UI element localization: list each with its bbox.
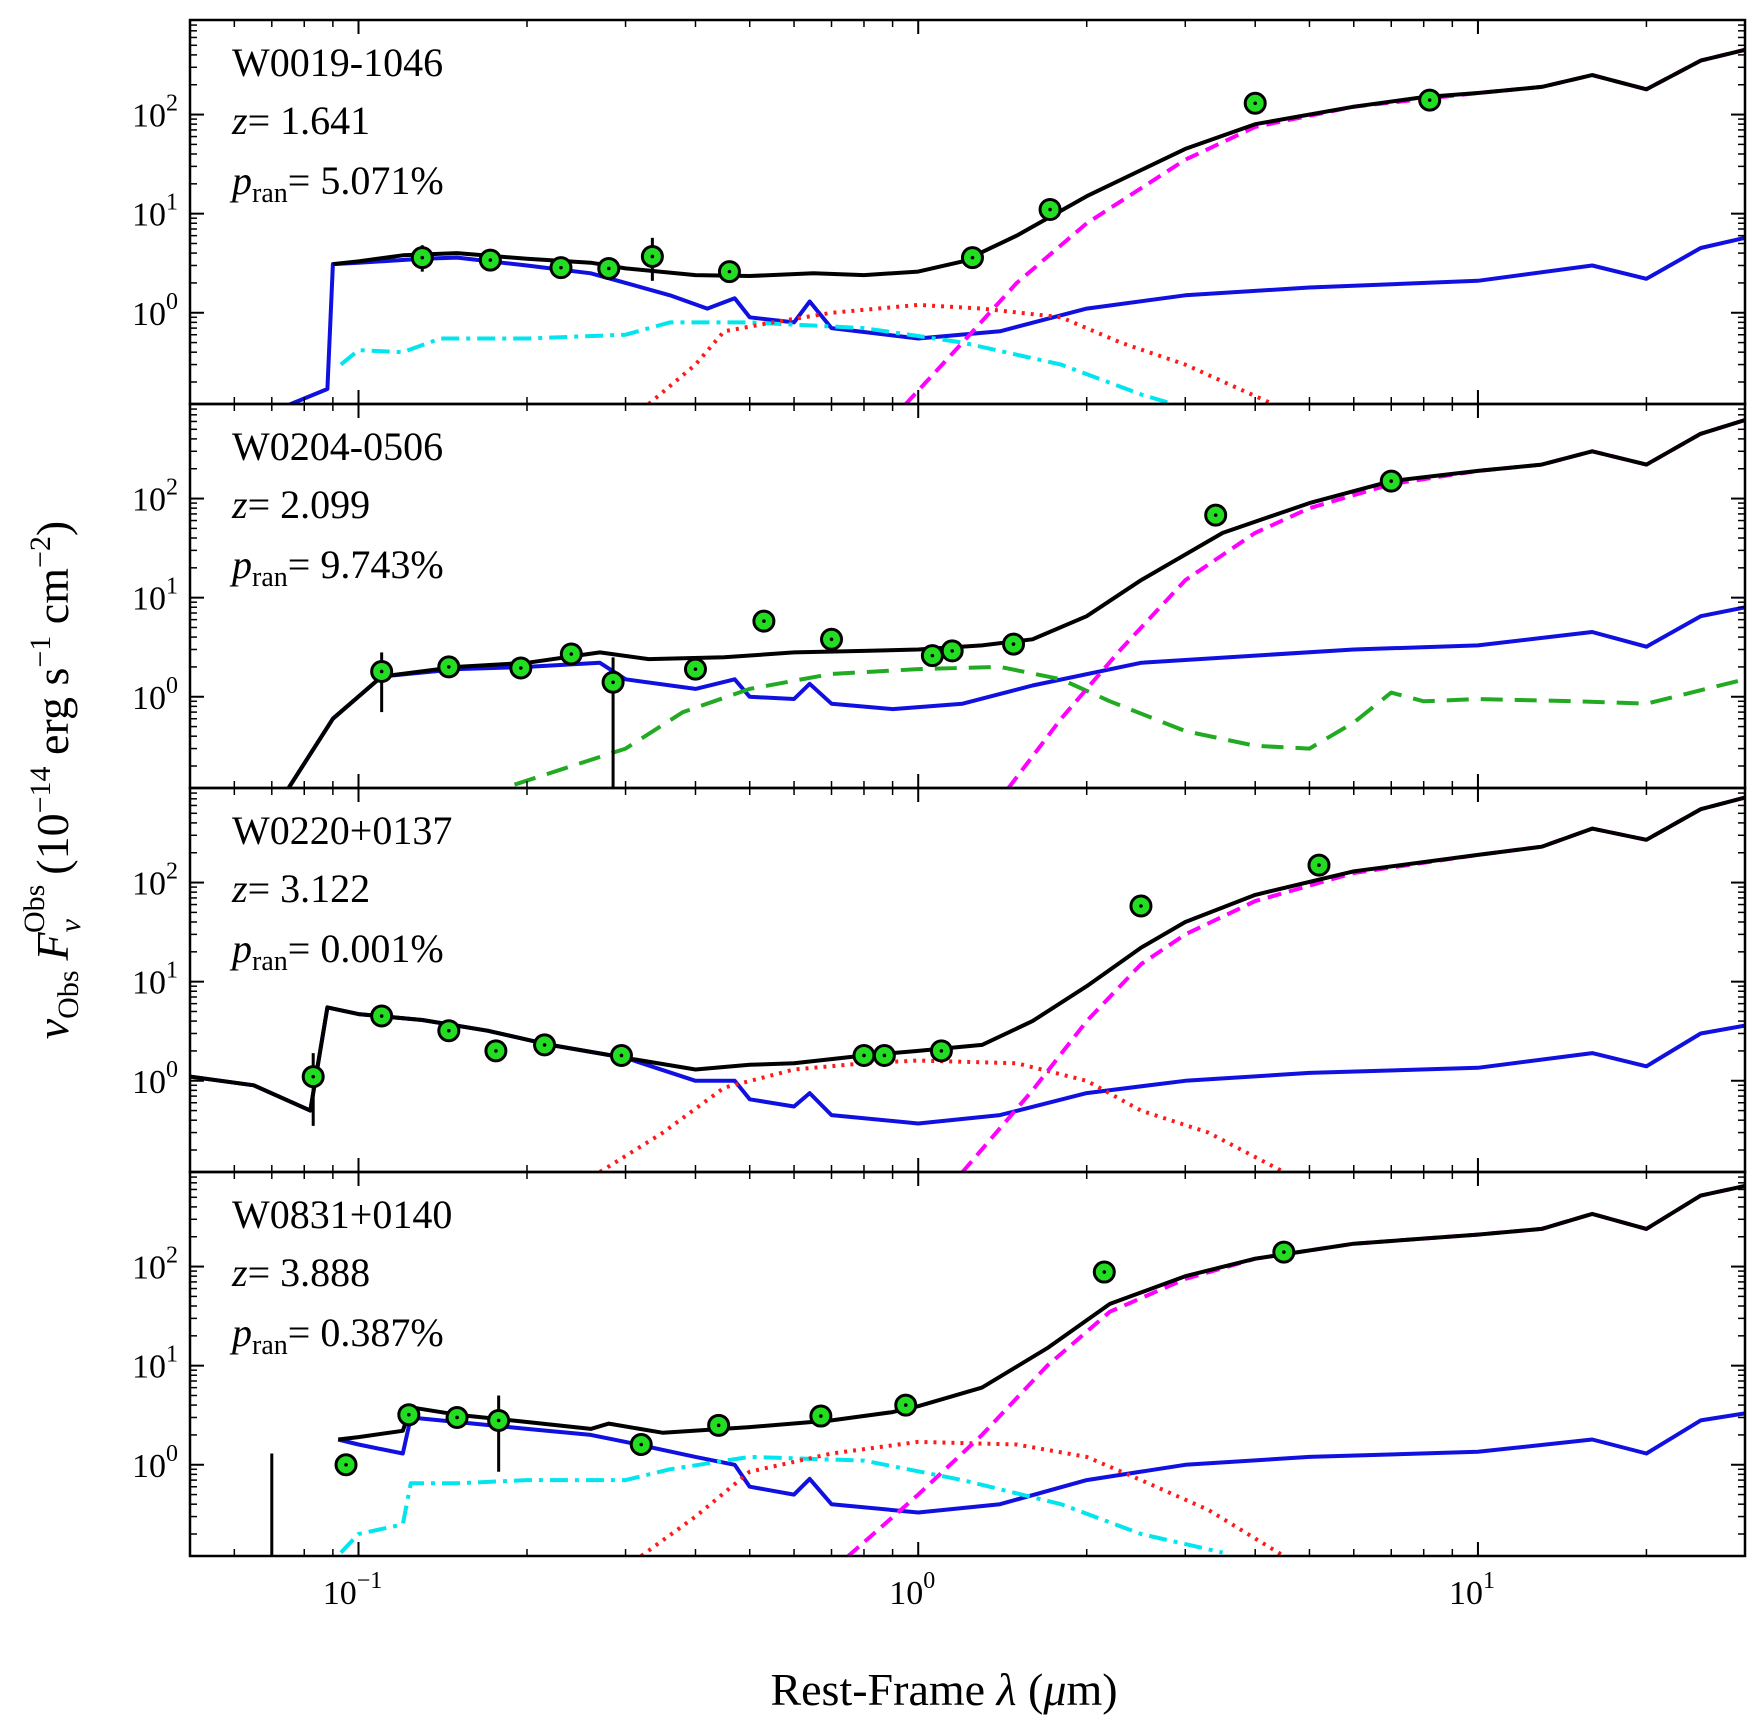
- data-point-center: [1389, 479, 1394, 483]
- data-point-center: [559, 265, 563, 270]
- series-line-red: [647, 302, 1274, 404]
- panel-p-ran: pran= 0.387%: [229, 1310, 444, 1361]
- panel-source-name: W0019-1046: [232, 40, 443, 85]
- panel-3: 100 101 102 W0220+0137 z= 3.122 pran= 0.001%: [132, 786, 1747, 1174]
- series-line-magenta: [960, 795, 1745, 1172]
- data-point-center: [693, 667, 698, 671]
- data-point-center: [1102, 1270, 1107, 1274]
- y-tick-label: 101: [132, 1342, 178, 1386]
- data-point-center: [455, 1415, 459, 1420]
- data-point-center: [716, 1423, 721, 1428]
- data-point-center: [762, 619, 766, 623]
- series-line-magenta: [1006, 418, 1745, 788]
- y-tick-label: 100: [132, 1057, 178, 1101]
- data-point-center: [496, 1418, 501, 1423]
- y-tick-label: 102: [132, 475, 178, 519]
- data-point-center: [494, 1049, 498, 1053]
- y-tick-label: 101: [132, 574, 178, 618]
- series-line-total: [332, 47, 1745, 278]
- panel-source-name: W0220+0137: [232, 808, 452, 853]
- plot-area: [285, 47, 1745, 404]
- y-tick-label: 102: [132, 859, 178, 903]
- series-line-blue: [337, 1411, 1745, 1515]
- series-line-cyan: [339, 320, 1180, 404]
- data-point-center: [819, 1414, 823, 1418]
- data-point-center: [344, 1462, 348, 1467]
- data-point-center: [379, 669, 384, 674]
- data-point-center: [379, 1014, 384, 1018]
- data-point-center: [420, 255, 425, 260]
- y-tick-label: 101: [132, 190, 178, 234]
- panel-source-name: W0204-0506: [232, 424, 443, 469]
- panel-redshift: z= 3.888: [231, 1250, 370, 1295]
- data-point-center: [950, 649, 954, 653]
- data-point-center: [1011, 642, 1016, 646]
- panel-p-ran: pran= 5.071%: [229, 158, 444, 209]
- x-axis-title: Rest-Frame λ (μm): [770, 1664, 1117, 1715]
- panel-redshift: z= 3.122: [231, 866, 370, 911]
- data-point-center: [542, 1043, 547, 1047]
- panel-p-ran: pran= 0.001%: [229, 926, 444, 977]
- series-line-total: [286, 418, 1745, 788]
- series-line-blue: [285, 235, 1745, 404]
- data-point-center: [930, 653, 935, 658]
- data-point-center: [1213, 513, 1218, 517]
- panel-source-name: W0831+0140: [232, 1192, 452, 1237]
- y-tick-label: 100: [132, 1441, 178, 1485]
- panel-redshift: z= 2.099: [231, 482, 370, 527]
- data-point-center: [606, 266, 611, 271]
- series-line-green-dash: [513, 664, 1745, 787]
- data-point-center: [939, 1049, 944, 1053]
- data-point-center: [1139, 904, 1143, 908]
- series-line-magenta: [846, 1184, 1745, 1556]
- y-tick-label: 100: [132, 289, 178, 333]
- data-point-center: [447, 1028, 451, 1033]
- panel-2: 100 101 102 W0204-0506 z= 2.099 pran= 9.743%: [132, 402, 1747, 790]
- series-line-red: [598, 1058, 1285, 1172]
- data-point-center: [611, 680, 615, 685]
- data-point-center: [829, 637, 834, 642]
- series-line-total: [337, 1184, 1745, 1442]
- data-point-center: [1427, 98, 1432, 102]
- panel-redshift: z= 1.641: [231, 98, 370, 143]
- panel-frame: [188, 1170, 1747, 1558]
- data-point-center: [650, 254, 655, 259]
- y-axis-title: νObsFνObs(10−14 erg s−1 cm−2): [18, 521, 87, 1039]
- data-point-center: [1282, 1250, 1286, 1254]
- plot-area: [286, 418, 1745, 788]
- panel-1: 100 101 102 W0019-1046 z= 1.641 pran= 5.071%: [132, 18, 1747, 406]
- y-tick-label: 102: [132, 1243, 178, 1287]
- plot-area: [190, 795, 1745, 1172]
- x-tick-label: 100: [889, 1568, 935, 1612]
- data-point-center: [407, 1412, 411, 1417]
- y-tick-label: 100: [132, 673, 178, 717]
- data-point-center: [311, 1074, 315, 1079]
- panel-4: 100 101 102 W0831+0140 z= 3.888 pran= 0.387% 1…: [132, 1170, 1747, 1612]
- data-point-center: [488, 258, 493, 262]
- data-point-center: [970, 255, 975, 260]
- data-point-center: [1253, 101, 1258, 106]
- data-point-center: [882, 1053, 887, 1058]
- panel-p-ran: pran= 9.743%: [229, 542, 444, 593]
- data-point-center: [569, 652, 574, 656]
- data-point-center: [519, 666, 523, 670]
- data-point-center: [903, 1403, 908, 1407]
- data-point-center: [727, 269, 732, 274]
- data-point-center: [862, 1053, 866, 1058]
- series-line-blue: [190, 1005, 1745, 1126]
- x-tick-label: 101: [1449, 1568, 1495, 1612]
- series-line-cyan: [339, 1454, 1224, 1555]
- data-point-center: [1048, 207, 1052, 212]
- plot-area: [270, 1184, 1745, 1556]
- data-point-center: [639, 1442, 644, 1447]
- data-point-center: [619, 1053, 624, 1058]
- x-tick-label: 10−1: [323, 1568, 383, 1612]
- y-tick-label: 101: [132, 958, 178, 1002]
- data-point-center: [447, 665, 451, 669]
- data-point-center: [1317, 863, 1321, 867]
- y-tick-label: 102: [132, 91, 178, 135]
